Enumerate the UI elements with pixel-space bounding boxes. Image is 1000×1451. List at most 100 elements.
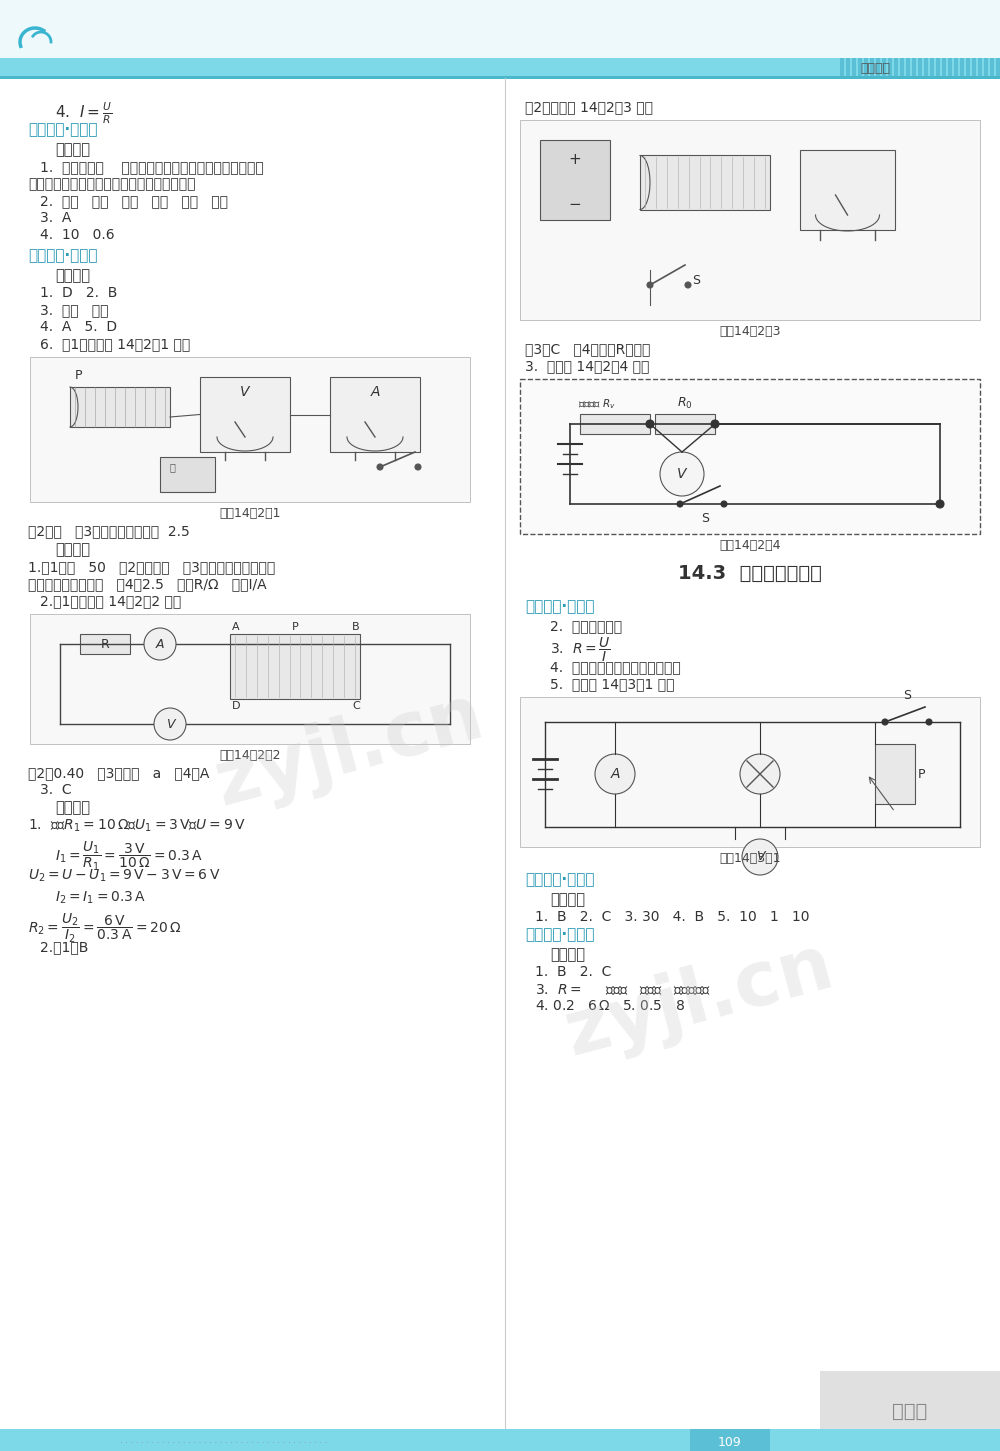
- Text: 4.  电压表、电流表、滑动变阻器: 4. 电压表、电流表、滑动变阻器: [550, 660, 681, 675]
- Text: 尝试提高: 尝试提高: [55, 800, 90, 815]
- Text: B: B: [352, 622, 360, 633]
- Bar: [820, 1371, 1000, 1451]
- Text: 答图14－2－3: 答图14－2－3: [719, 325, 781, 338]
- Text: 合作探究·新课堂: 合作探究·新课堂: [28, 122, 98, 136]
- Circle shape: [882, 720, 888, 726]
- Bar: [978, 58, 982, 75]
- Bar: [876, 58, 880, 75]
- Bar: [996, 58, 1000, 75]
- Circle shape: [415, 464, 421, 470]
- Text: 答图14－3－1: 答图14－3－1: [719, 852, 781, 865]
- Bar: [882, 58, 886, 75]
- Text: · · · · · · · · · · · · · · · · · · · · · · · · · · · · · · · · · · · · · · · ·: · · · · · · · · · · · · · · · · · · · · …: [120, 1438, 330, 1448]
- Text: S: S: [692, 273, 700, 286]
- Text: （2）左   （3）电阻两端的电压  2.5: （2）左 （3）电阻两端的电压 2.5: [28, 524, 190, 538]
- Text: 109: 109: [718, 1436, 742, 1450]
- Text: V: V: [166, 717, 174, 730]
- Text: V: V: [240, 385, 250, 399]
- Text: 2.（1）B: 2.（1）B: [40, 940, 88, 953]
- Text: 1.  解：$R_1=10\,\Omega$，$U_1=3\,\mathrm{V}$，$U=9\,\mathrm{V}$: 1. 解：$R_1=10\,\Omega$，$U_1=3\,\mathrm{V}…: [28, 818, 246, 834]
- Bar: [858, 58, 862, 75]
- Text: 2.（1）如答图 14－2－2 所示: 2.（1）如答图 14－2－2 所示: [40, 593, 181, 608]
- Text: 1.  B   2.  C   3. 30   4.  B   5.  10   1   10: 1. B 2. C 3. 30 4. B 5. 10 1 10: [535, 910, 810, 924]
- Circle shape: [377, 464, 383, 470]
- Circle shape: [711, 419, 719, 428]
- Bar: [852, 58, 856, 75]
- Text: 4.  10   0.6: 4. 10 0.6: [40, 228, 115, 242]
- Bar: [230, 634, 360, 699]
- Circle shape: [740, 755, 780, 794]
- Bar: [888, 58, 892, 75]
- Circle shape: [154, 708, 186, 740]
- Bar: [936, 58, 940, 75]
- Text: A: A: [232, 622, 240, 633]
- Bar: [966, 58, 970, 75]
- Text: $I_1=\dfrac{U_1}{R_1}=\dfrac{3\,\mathrm{V}}{10\,\Omega}=0.3\,\mathrm{A}$: $I_1=\dfrac{U_1}{R_1}=\dfrac{3\,\mathrm{…: [55, 840, 203, 874]
- Bar: [330, 377, 420, 453]
- Text: D: D: [232, 701, 240, 711]
- Bar: [875, 744, 915, 804]
- Text: 1.（1）甲   50   （2）几乎不   （3）滑动变阻器下面的: 1.（1）甲 50 （2）几乎不 （3）滑动变阻器下面的: [28, 560, 275, 575]
- Bar: [160, 457, 215, 492]
- Bar: [800, 149, 895, 231]
- Bar: [954, 58, 958, 75]
- Bar: [984, 58, 988, 75]
- Text: 1.  控制变量法    研究压力作用效果与压力大小、受力面: 1. 控制变量法 研究压力作用效果与压力大小、受力面: [40, 160, 264, 174]
- Bar: [540, 139, 610, 221]
- Text: $R_2=\dfrac{U_2}{I_2}=\dfrac{6\,\mathrm{V}}{0.3\,\mathrm{A}}=20\,\Omega$: $R_2=\dfrac{U_2}{I_2}=\dfrac{6\,\mathrm{…: [28, 913, 181, 945]
- Bar: [930, 58, 934, 75]
- Text: 答图14－2－2: 答图14－2－2: [219, 749, 281, 762]
- Text: zyjl.cn: zyjl.cn: [558, 929, 842, 1072]
- Circle shape: [144, 628, 176, 660]
- Bar: [0, 1429, 1000, 1451]
- Text: P: P: [918, 768, 926, 781]
- Bar: [0, 58, 1000, 75]
- Bar: [520, 379, 980, 534]
- Circle shape: [926, 720, 932, 726]
- Text: 答案卷: 答案卷: [892, 1402, 928, 1421]
- Text: 5.  如答图 14－3－1 所示: 5. 如答图 14－3－1 所示: [550, 678, 674, 691]
- Circle shape: [646, 419, 654, 428]
- Text: 14.3  欧姆定律的应用: 14.3 欧姆定律的应用: [678, 564, 822, 583]
- Text: 3.  C: 3. C: [40, 784, 72, 797]
- Text: 答图14－2－1: 答图14－2－1: [219, 506, 281, 519]
- Text: 自主预习·新发现: 自主预习·新发现: [525, 599, 594, 614]
- Text: 两个接线柱接入电路   （4）2.5   电阻R/Ω   电流I/A: 两个接线柱接入电路 （4）2.5 电阻R/Ω 电流I/A: [28, 577, 267, 591]
- Text: （2）0.40   （3）正比   a   （4）A: （2）0.40 （3）正比 a （4）A: [28, 766, 209, 781]
- Text: S: S: [903, 689, 911, 702]
- Text: $U_2=U-U_1=9\,\mathrm{V}-3\,\mathrm{V}=6\,\mathrm{V}$: $U_2=U-U_1=9\,\mathrm{V}-3\,\mathrm{V}=6…: [28, 868, 220, 885]
- Text: A: A: [610, 768, 620, 781]
- Circle shape: [685, 281, 691, 287]
- Text: （3）C   （4）电阻R处断路: （3）C （4）电阻R处断路: [525, 342, 650, 355]
- Text: 4. 0.2   $6\,\Omega$   5. 0.5   8: 4. 0.2 $6\,\Omega$ 5. 0.5 8: [535, 998, 685, 1013]
- Bar: [990, 58, 994, 75]
- Text: 巩固提高·新空间: 巩固提高·新空间: [525, 927, 594, 942]
- Text: 课堂练习: 课堂练习: [55, 142, 90, 157]
- Bar: [70, 387, 170, 427]
- Text: 4.  A   5.  D: 4. A 5. D: [40, 321, 117, 334]
- Text: zyjl.cn: zyjl.cn: [208, 678, 492, 821]
- Bar: [864, 58, 868, 75]
- Text: 1.  D   2.  B: 1. D 2. B: [40, 286, 117, 300]
- Text: 积关系的（其他用到控制变量法的实验亦可）: 积关系的（其他用到控制变量法的实验亦可）: [28, 177, 196, 192]
- Text: A: A: [370, 385, 380, 399]
- Text: R: R: [101, 637, 109, 650]
- Text: 答图14－2－4: 答图14－2－4: [719, 538, 781, 551]
- Bar: [520, 120, 980, 321]
- Text: 4.  $I = \frac{U}{R}$: 4. $I = \frac{U}{R}$: [55, 100, 112, 126]
- Text: 3.  A: 3. A: [40, 210, 71, 225]
- Bar: [924, 58, 928, 75]
- Text: 6.  （1）如答图 14－2－1 所示: 6. （1）如答图 14－2－1 所示: [40, 337, 190, 351]
- Text: 2.  伏安法测电阻: 2. 伏安法测电阻: [550, 620, 622, 633]
- Bar: [870, 58, 874, 75]
- Bar: [840, 58, 844, 75]
- Text: 2.  电压   伏特   电流   安培   电阻   欧姆: 2. 电压 伏特 电流 安培 电阻 欧姆: [40, 194, 228, 207]
- Bar: [520, 696, 980, 847]
- Text: （2）如答图 14－2－3 所示: （2）如答图 14－2－3 所示: [525, 100, 653, 115]
- Bar: [912, 58, 916, 75]
- Text: +: +: [569, 152, 581, 167]
- Bar: [942, 58, 946, 75]
- Bar: [655, 414, 715, 434]
- Text: 课堂练习: 课堂练习: [550, 892, 585, 907]
- Bar: [972, 58, 976, 75]
